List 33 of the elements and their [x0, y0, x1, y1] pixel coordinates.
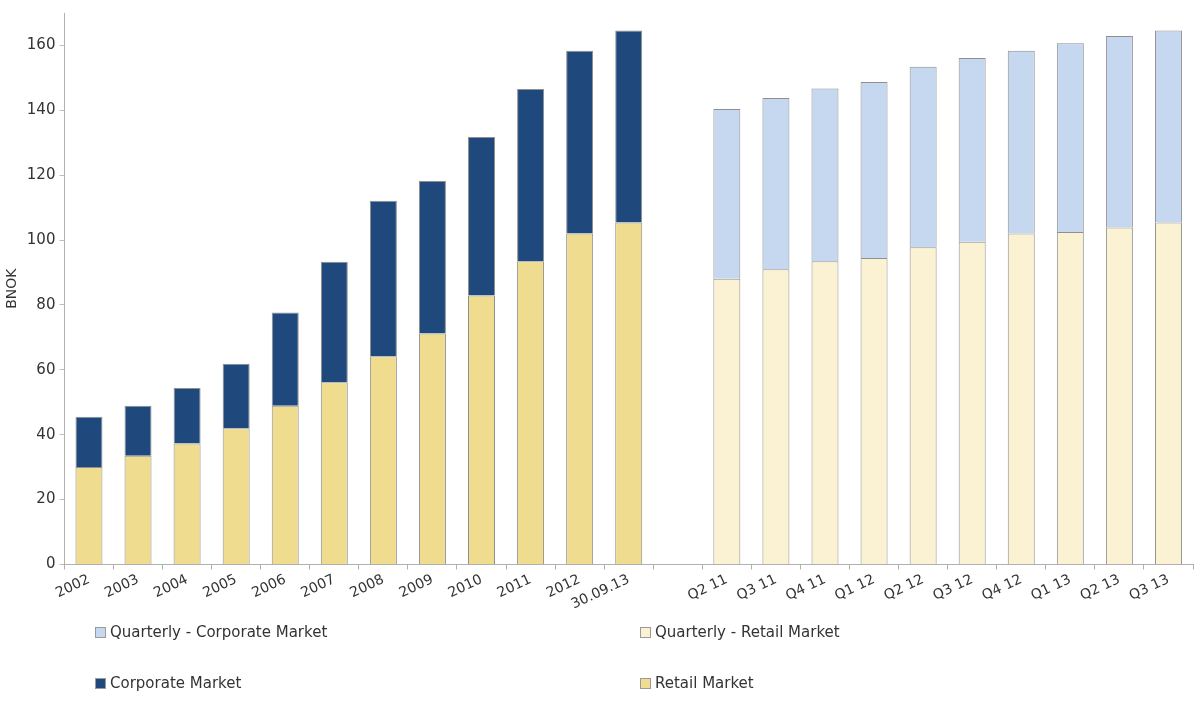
x-tick-label: 2004 — [150, 570, 190, 601]
y-tick-label: 80 — [36, 294, 56, 313]
y-tick-label: 0 — [45, 554, 56, 573]
legend-label: Quarterly - Retail Market — [655, 623, 840, 641]
x-tick-label: 2011 — [494, 570, 534, 601]
y-tick-label: 140 — [26, 100, 56, 119]
x-tick-label: Q4 11 — [782, 570, 828, 603]
x-tick-label: 2009 — [396, 570, 436, 601]
x-tick-label: 2005 — [199, 570, 239, 601]
y-tick-label: 20 — [36, 489, 56, 508]
legend-label: Retail Market — [655, 674, 754, 692]
x-tick-label: Q2 12 — [880, 570, 926, 603]
y-axis-title: BNOK — [3, 267, 20, 309]
x-tick-label: Q2 11 — [684, 570, 730, 603]
y-tick-label: 160 — [26, 35, 56, 54]
y-tick-label: 40 — [36, 424, 56, 443]
x-tick-label: 2002 — [52, 570, 92, 601]
x-tick-label: Q4 12 — [979, 570, 1025, 603]
y-tick-label: 60 — [36, 359, 56, 378]
x-tick-label: Q1 12 — [831, 570, 877, 603]
x-tick-label: Q1 13 — [1028, 570, 1074, 603]
x-tick-label: 2010 — [445, 570, 485, 601]
legend-label: Corporate Market — [110, 674, 242, 692]
x-tick-label: 2003 — [101, 570, 141, 601]
x-tick-label: Q3 13 — [1126, 570, 1172, 603]
y-tick-label: 100 — [26, 229, 56, 248]
x-tick-label: Q3 12 — [929, 570, 975, 603]
y-tick-label: 120 — [26, 165, 56, 184]
x-tick-label: Q3 11 — [733, 570, 779, 603]
x-tick-label: Q2 13 — [1077, 570, 1123, 603]
x-tick-label: 2006 — [248, 570, 289, 601]
x-tick-label: 2008 — [347, 570, 387, 601]
legend-label: Quarterly - Corporate Market — [110, 623, 328, 641]
